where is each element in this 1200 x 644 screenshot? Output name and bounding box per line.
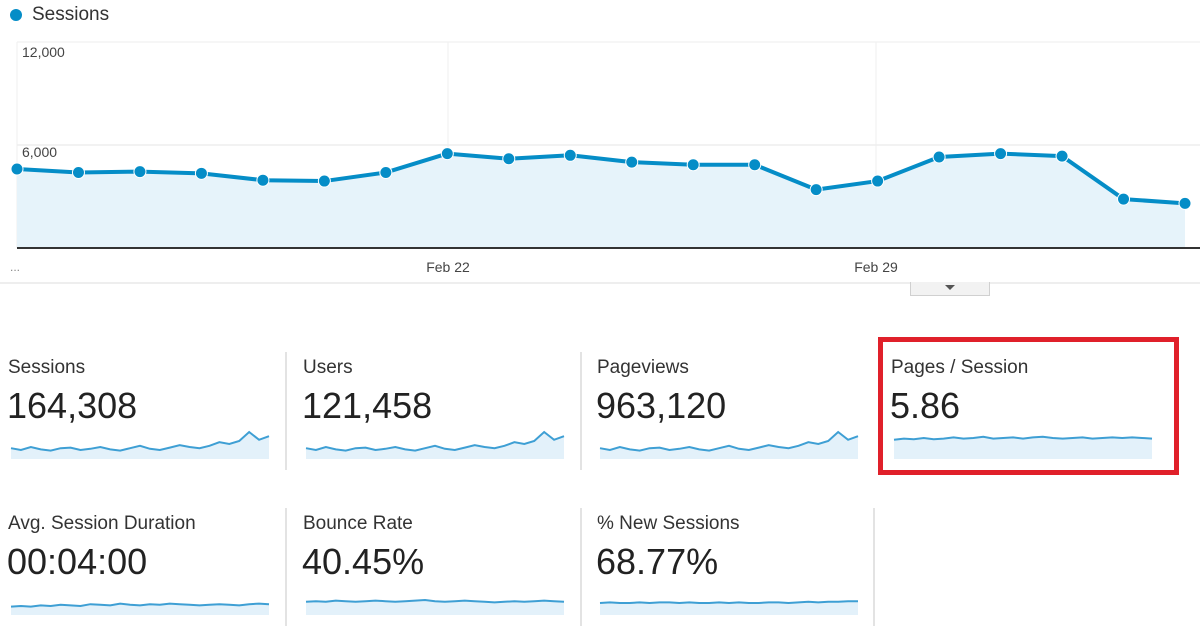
data-point[interactable] xyxy=(379,165,393,179)
metric-value: 5.86 xyxy=(890,385,961,426)
metric-divider xyxy=(580,508,582,626)
sessions-series-line xyxy=(16,151,1186,206)
legend-series-label: Sessions xyxy=(32,4,110,25)
expand-chart-toggle[interactable] xyxy=(910,282,990,296)
data-point[interactable] xyxy=(871,174,885,188)
data-point[interactable] xyxy=(1055,149,1069,163)
sparkline-line xyxy=(305,598,565,604)
metric-tile[interactable]: Avg. Session Duration 00:04:00 xyxy=(0,505,270,630)
highlight-box xyxy=(878,337,1179,475)
data-point[interactable] xyxy=(625,155,639,169)
series-color-dot xyxy=(10,9,22,21)
x-tick-label: Feb 29 xyxy=(854,259,898,275)
metric-tile[interactable]: Users 121,458 xyxy=(295,349,565,474)
data-point[interactable] xyxy=(1117,192,1131,206)
metric-label: Bounce Rate xyxy=(303,513,413,534)
x-tick-label: Feb 22 xyxy=(426,259,470,275)
data-point[interactable] xyxy=(686,158,700,172)
sparkline-line xyxy=(599,600,858,605)
data-point[interactable] xyxy=(563,148,577,162)
sparkline-line xyxy=(305,430,565,452)
sparkline-area xyxy=(600,432,858,459)
sparkline-line xyxy=(893,435,1153,441)
data-point[interactable] xyxy=(256,173,270,187)
metric-label: Avg. Session Duration xyxy=(8,513,196,534)
metric-value: 00:04:00 xyxy=(7,541,148,582)
sparkline xyxy=(305,430,565,459)
sparkline-area xyxy=(306,600,564,615)
metric-label: Pages / Session xyxy=(891,357,1029,378)
metric-tile[interactable]: Pages / Session 5.86 xyxy=(883,349,1153,474)
metric-tile[interactable]: Sessions 164,308 xyxy=(0,349,270,474)
data-point[interactable] xyxy=(133,165,147,179)
sessions-area-fill xyxy=(17,153,1185,248)
sparkline xyxy=(893,435,1153,459)
axis-ellipsis: ... xyxy=(10,260,21,274)
sessions-line-chart: 12,000 6,000 Feb 22 Feb 29 xyxy=(0,41,1200,284)
data-point[interactable] xyxy=(317,174,331,188)
data-point[interactable] xyxy=(994,147,1008,161)
metric-label: % New Sessions xyxy=(597,513,740,534)
metric-label: Sessions xyxy=(8,357,86,378)
metric-label: Users xyxy=(303,357,353,378)
chevron-down-icon xyxy=(945,285,955,290)
metric-divider xyxy=(580,352,582,470)
sparkline xyxy=(305,598,565,615)
sparkline xyxy=(599,600,858,615)
metric-value: 963,120 xyxy=(596,385,727,426)
metric-value: 121,458 xyxy=(302,385,433,426)
chart-legend[interactable]: Sessions xyxy=(6,3,109,27)
sparkline-area xyxy=(600,601,858,615)
sparkline xyxy=(599,430,859,459)
data-point[interactable] xyxy=(809,183,823,197)
metric-value: 68.77% xyxy=(596,541,719,582)
metric-divider xyxy=(285,352,287,470)
metric-tile[interactable]: Pageviews 963,120 xyxy=(589,349,859,474)
sparkline-line xyxy=(599,430,859,452)
metric-divider xyxy=(873,508,875,626)
metric-tile[interactable]: % New Sessions 68.77% xyxy=(589,505,859,630)
sparkline xyxy=(10,430,270,459)
sparkline-line xyxy=(10,430,270,452)
data-point[interactable] xyxy=(194,166,208,180)
metric-divider xyxy=(285,508,287,626)
metric-label: Pageviews xyxy=(597,357,689,378)
y-tick-label: 6,000 xyxy=(22,144,57,160)
metric-value: 164,308 xyxy=(7,385,138,426)
sparkline-area xyxy=(11,432,269,459)
data-point[interactable] xyxy=(748,158,762,172)
data-point[interactable] xyxy=(71,165,85,179)
sparkline xyxy=(10,602,270,615)
sparkline-area xyxy=(306,432,564,459)
data-point[interactable] xyxy=(932,150,946,164)
sparkline-line xyxy=(10,602,270,608)
y-tick-label: 12,000 xyxy=(22,44,65,60)
metric-tile[interactable]: Bounce Rate 40.45% xyxy=(295,505,565,630)
sparkline-area xyxy=(894,436,1152,459)
data-point[interactable] xyxy=(10,162,24,176)
data-point[interactable] xyxy=(502,152,516,166)
data-point[interactable] xyxy=(1178,196,1192,210)
data-point[interactable] xyxy=(440,147,454,161)
metric-value: 40.45% xyxy=(302,541,425,582)
